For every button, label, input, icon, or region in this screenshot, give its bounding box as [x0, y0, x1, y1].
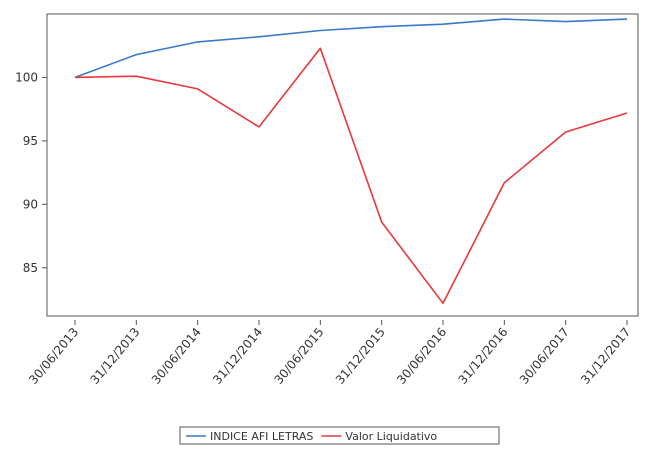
x-tick-label: 30/06/2017: [517, 325, 572, 387]
legend: INDICE AFI LETRAS Valor Liquidativo: [179, 426, 500, 445]
y-tick-label: 85: [23, 261, 38, 275]
x-tick-label: 30/06/2016: [394, 325, 449, 387]
x-tick-label: 31/12/2015: [333, 325, 388, 387]
series-layer: [74, 18, 628, 305]
x-tick-label: 30/06/2013: [26, 325, 81, 387]
y-tick-label: 95: [23, 134, 38, 148]
y-tick-label: 90: [23, 197, 38, 211]
legend-label-2: Valor Liquidativo: [345, 430, 437, 443]
x-axis: 30/06/2013 31/12/2013 30/06/2014 31/12/2014…: [26, 320, 633, 387]
legend-label-1: INDICE AFI LETRAS: [210, 430, 313, 443]
x-tick-label: 30/06/2014: [149, 325, 204, 387]
plot-frame: [46, 13, 639, 317]
x-tick-label: 31/12/2014: [210, 325, 265, 387]
plot-area: [46, 13, 639, 317]
x-tick-label: 31/12/2016: [455, 325, 510, 387]
series-line-2: [74, 47, 628, 305]
x-tick-label: 31/12/2017: [578, 325, 633, 387]
x-tick-label: 31/12/2013: [87, 325, 142, 387]
x-tick-label: 30/06/2015: [271, 325, 326, 387]
y-axis: 85 90 95 100: [15, 70, 47, 275]
series-line-1: [74, 18, 628, 79]
y-tick-label: 100: [15, 70, 38, 84]
